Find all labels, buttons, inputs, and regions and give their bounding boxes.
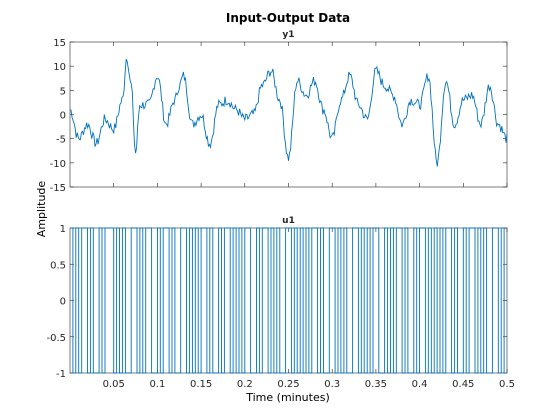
y-tick-label: 0 xyxy=(60,297,66,308)
y-tick-label: 0.5 xyxy=(50,260,66,271)
x-tick-label: 0.4 xyxy=(412,379,428,390)
axes-u1: u1 -1 -0.5 0 0.5 1 0.05 0.1 0.15 0.2 0.25 0.3 0.35 0.… xyxy=(46,216,514,390)
x-axis-label: Time (minutes) xyxy=(245,391,330,404)
axes-box xyxy=(69,41,508,188)
u1-input-line xyxy=(70,227,507,374)
x-tick-label: 0.35 xyxy=(365,379,387,390)
y-tick-label: -10 xyxy=(50,159,66,170)
y-tick-label: -1 xyxy=(56,369,66,380)
y1-signal-line xyxy=(69,59,508,167)
y-tick-label: -15 xyxy=(50,183,66,194)
x-tick-label: 0.05 xyxy=(103,379,125,390)
subplot-title: y1 xyxy=(282,30,294,40)
figure-title: Input-Output Data xyxy=(226,11,350,25)
subplot-title: u1 xyxy=(282,216,295,226)
y-tick-label: 5 xyxy=(60,86,66,97)
axes-box xyxy=(69,227,508,374)
x-tick-label: 0.1 xyxy=(149,379,165,390)
y-tick-label: 0 xyxy=(60,111,66,122)
y-tick-label: 1 xyxy=(60,224,66,235)
axes-y1: y1 -15 -10 -5 0 5 10 15 xyxy=(50,30,508,194)
x-tick-label: 0.2 xyxy=(237,379,253,390)
x-tick-label: 0.15 xyxy=(190,379,212,390)
y-tick-label: 10 xyxy=(53,62,66,73)
x-tick-label: 0.25 xyxy=(277,379,299,390)
y-tick-label: 15 xyxy=(53,38,66,49)
y-tick-label: -0.5 xyxy=(46,333,66,344)
x-tick-label: 0.3 xyxy=(324,379,340,390)
y-axis-label: Amplitude xyxy=(35,181,48,238)
y-tick-label: -5 xyxy=(56,135,66,146)
x-tick-label: 0.5 xyxy=(499,379,515,390)
x-tick-label: 0.45 xyxy=(452,379,474,390)
